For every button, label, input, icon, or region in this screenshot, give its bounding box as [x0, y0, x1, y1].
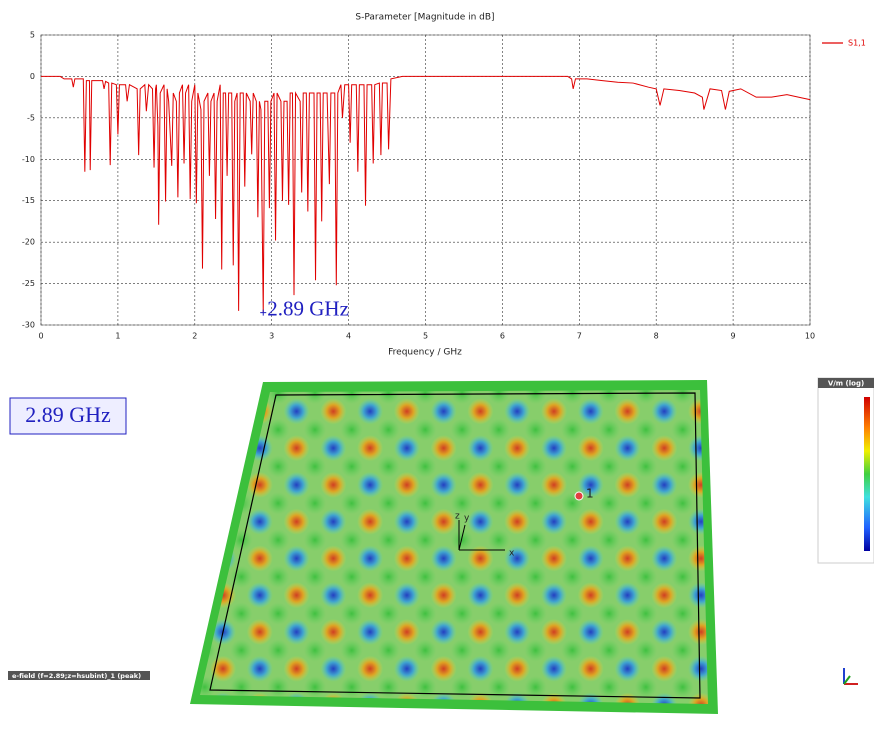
- x-tick-label: 2: [192, 332, 197, 341]
- y-tick-label: 0: [30, 72, 35, 81]
- board-outline: [209, 392, 701, 699]
- x-tick-label: 3: [269, 332, 274, 341]
- colorbar: [864, 397, 870, 551]
- y-tick-label: -30: [22, 321, 35, 330]
- field-pattern: [200, 390, 708, 704]
- y-tick-label: 5: [30, 31, 35, 40]
- x-tick-label: 4: [346, 332, 351, 341]
- y-tick-label: -5: [27, 113, 35, 122]
- colorbar-header: [818, 378, 874, 388]
- info-panel: [8, 671, 150, 733]
- x-tick-label: 9: [731, 332, 736, 341]
- x-tick-label: 5: [423, 332, 428, 341]
- field-view: 2.89 GHz x z y 1 V/m (log) e-field (f=2.…: [0, 370, 874, 733]
- y-tick-label: -15: [22, 196, 35, 205]
- axis-label: x: [509, 549, 515, 559]
- orientation-gizmo: [843, 668, 858, 685]
- probe-label: 1: [586, 487, 594, 501]
- x-tick-label: 1: [115, 332, 120, 341]
- series-line: [41, 75, 811, 313]
- x-tick-label: 10: [805, 332, 815, 341]
- probe: [574, 491, 584, 501]
- x-tick-label: 0: [38, 332, 43, 341]
- x-axis-label: Frequency / GHz: [388, 348, 462, 358]
- s-parameter-chart: S-Parameter [Magnitude in dB] Frequency …: [22, 13, 866, 358]
- legend-label: S1,1: [848, 39, 866, 48]
- x-tick-label: 8: [654, 332, 659, 341]
- y-tick-label: -20: [22, 238, 35, 247]
- y-tick-label: -25: [22, 279, 35, 288]
- y-tick-label: -10: [22, 155, 35, 164]
- axis-label: y: [464, 514, 470, 524]
- annotation-marker: [260, 309, 267, 316]
- annotation-label: 2.89 GHz: [267, 296, 349, 320]
- info-title: e-field (f=2.89;z=hsubint)_1 (peak): [12, 672, 141, 680]
- x-tick-label: 6: [500, 332, 505, 341]
- axis-label: z: [455, 512, 460, 522]
- frequency-label: 2.89 GHz: [25, 402, 111, 427]
- frequency-box: [9, 397, 127, 435]
- info-header: [8, 671, 150, 680]
- chart-title: S-Parameter [Magnitude in dB]: [355, 13, 494, 23]
- axis-y: [458, 524, 466, 551]
- colorbar-title: V/m (log): [828, 380, 864, 388]
- x-tick-label: 7: [577, 332, 582, 341]
